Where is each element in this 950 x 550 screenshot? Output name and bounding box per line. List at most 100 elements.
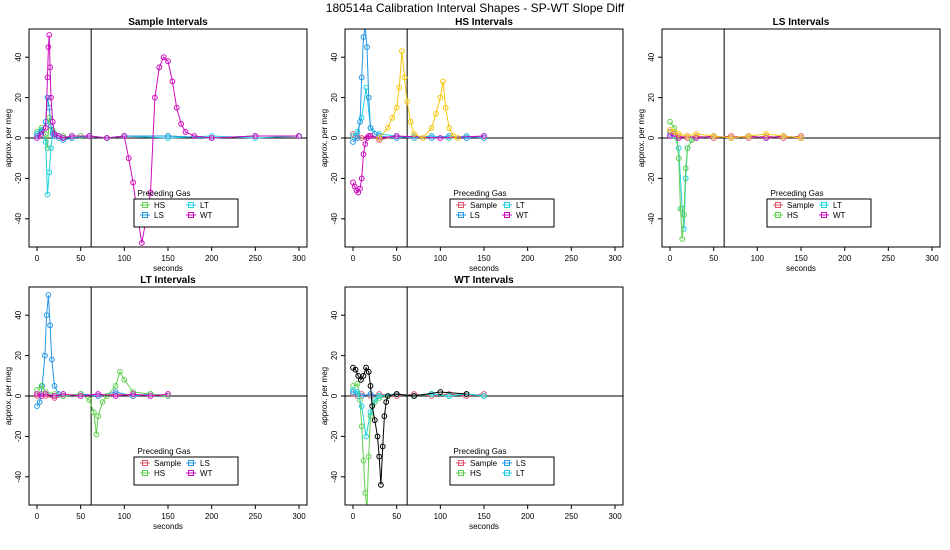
data-point (367, 133, 374, 139)
legend-swatch (458, 460, 464, 466)
panel-title: Sample Intervals (128, 17, 208, 28)
data-point (385, 125, 391, 131)
data-point (44, 191, 51, 198)
panel-title: LT Intervals (140, 275, 196, 286)
data-point (454, 135, 461, 141)
data-point (121, 376, 128, 383)
x-tick-label: 0 (351, 254, 356, 263)
data-point (48, 145, 54, 152)
x-tick-label: 150 (161, 512, 175, 521)
legend-label: LT (200, 201, 209, 210)
data-point (34, 387, 40, 393)
x-axis-label: seconds (153, 264, 183, 273)
data-point (357, 185, 363, 192)
plot-frame (661, 28, 941, 248)
legend-box (449, 456, 555, 486)
legend-label: HS (154, 469, 165, 478)
legend-swatch (188, 460, 194, 466)
x-tick-label: 200 (205, 512, 219, 521)
data-point (358, 423, 365, 430)
legend-swatch (188, 212, 194, 218)
data-point (437, 389, 444, 395)
data-point (51, 393, 58, 399)
y-tick-label: -40 (647, 212, 656, 224)
data-point (481, 135, 487, 141)
legend-label: Sample (787, 201, 815, 210)
data-point (693, 131, 700, 137)
y-axis-label: approx. per meg (4, 109, 13, 167)
data-point (379, 443, 386, 450)
data-point (46, 114, 53, 121)
data-point (354, 135, 361, 141)
series-line (36, 34, 299, 244)
legend-swatch (504, 202, 510, 208)
data-point (728, 135, 734, 141)
x-tick-label: 300 (608, 512, 622, 521)
y-tick-label: 40 (330, 52, 339, 61)
legend-swatch (142, 212, 148, 218)
data-point (389, 114, 396, 121)
y-tick-label: -40 (330, 470, 339, 482)
x-axis-label: seconds (469, 264, 499, 273)
x-tick-label: 100 (118, 512, 132, 521)
series-line (352, 29, 485, 143)
data-point (42, 139, 49, 145)
x-tick-label: 150 (477, 254, 491, 263)
legend-label: LS (516, 459, 526, 468)
data-point (393, 391, 400, 397)
legend-box (133, 198, 239, 228)
data-point (95, 391, 101, 397)
data-point (365, 453, 372, 460)
legend-label: Sample (470, 201, 498, 210)
data-point (393, 104, 400, 111)
data-point (112, 393, 119, 399)
data-point (367, 383, 374, 389)
series-line (352, 389, 485, 437)
data-point (364, 44, 370, 50)
data-point (44, 74, 51, 81)
series-line (36, 294, 169, 407)
data-layer (350, 29, 487, 196)
data-point (365, 94, 372, 101)
data-point (679, 236, 686, 242)
legend-swatch (142, 470, 148, 476)
data-point (173, 104, 180, 111)
y-tick-label: -40 (330, 212, 339, 224)
data-point (763, 131, 769, 137)
data-layer (667, 118, 804, 242)
y-tick-label: -20 (14, 172, 23, 184)
y-tick-label: 40 (647, 52, 656, 61)
data-point (378, 482, 384, 488)
data-point (90, 409, 97, 416)
legend-label: HS (470, 469, 481, 478)
y-tick-label: 0 (647, 135, 656, 140)
data-point (48, 356, 55, 363)
y-tick-label: 20 (14, 351, 23, 360)
data-point (34, 135, 40, 141)
data-point (420, 135, 426, 141)
legend-swatch (504, 460, 510, 466)
chart-panel: LS Intervals 0 50 100 150 200 250 300 -40 -20 0 20 4… (637, 17, 941, 273)
x-tick-label: 0 (35, 254, 40, 263)
legend-swatch (142, 460, 148, 466)
legend-swatch (775, 202, 781, 208)
data-point (374, 433, 381, 440)
data-point (165, 58, 171, 65)
data-point (160, 54, 167, 61)
data-point (675, 131, 682, 137)
legend-swatch (458, 212, 464, 218)
data-point (44, 94, 51, 101)
data-point (350, 139, 356, 145)
data-point (60, 391, 67, 397)
legend-label: LT (516, 469, 525, 478)
data-point (446, 125, 453, 131)
y-axis-label: approx. per meg (637, 109, 646, 167)
data-point (138, 240, 145, 246)
data-point (42, 391, 49, 397)
x-tick-label: 150 (477, 512, 491, 521)
x-tick-label: 200 (521, 512, 535, 521)
data-point (42, 125, 49, 131)
x-tick-label: 200 (521, 254, 535, 263)
legend-label: WT (516, 211, 529, 220)
